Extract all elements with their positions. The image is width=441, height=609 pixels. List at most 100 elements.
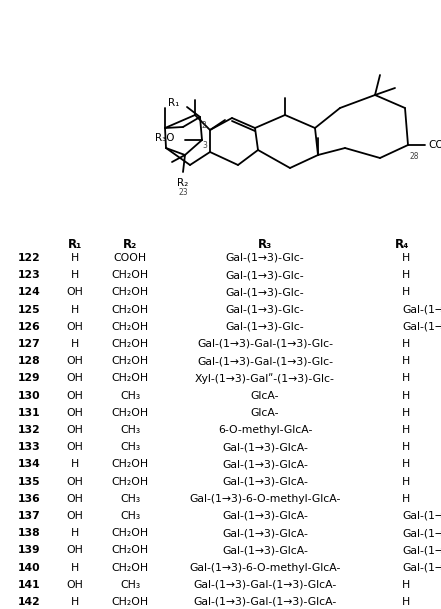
Text: H: H: [402, 408, 410, 418]
Text: 126: 126: [18, 322, 41, 332]
Text: 128: 128: [18, 356, 41, 366]
Text: H: H: [402, 287, 410, 297]
Text: H: H: [402, 459, 410, 470]
Text: 133: 133: [18, 442, 41, 452]
Text: Gal-(1→3)-GlcA-: Gal-(1→3)-GlcA-: [222, 477, 308, 487]
Text: Gal-(1→3)-GlcA-: Gal-(1→3)-GlcA-: [222, 459, 308, 470]
Text: OH: OH: [67, 408, 83, 418]
Text: OH: OH: [67, 287, 83, 297]
Text: OH: OH: [67, 494, 83, 504]
Text: Gal-(1→3)-Glc-: Gal-(1→3)-Glc-: [226, 304, 304, 315]
Text: OH: OH: [67, 322, 83, 332]
Text: 131: 131: [18, 408, 41, 418]
Text: CH₂OH: CH₂OH: [112, 304, 149, 315]
Text: H: H: [71, 270, 79, 280]
Text: CH₂OH: CH₂OH: [112, 597, 149, 607]
Text: H: H: [402, 390, 410, 401]
Text: CH₃: CH₃: [120, 511, 140, 521]
Text: CH₂OH: CH₂OH: [112, 563, 149, 572]
Text: 127: 127: [18, 339, 41, 349]
Text: CH₂OH: CH₂OH: [112, 528, 149, 538]
Text: COOR₄: COOR₄: [428, 140, 441, 150]
Text: Gal-(1→3)-Gal-(1→3)-GlcA-: Gal-(1→3)-Gal-(1→3)-GlcA-: [193, 597, 336, 607]
Text: GlcA-: GlcA-: [251, 390, 279, 401]
Text: H: H: [402, 356, 410, 366]
Text: Gal-(1→2)-Glc-: Gal-(1→2)-Glc-: [402, 546, 441, 555]
Text: 139: 139: [18, 546, 41, 555]
Text: Gal-(1→3)-6-O-methyl-GlcA-: Gal-(1→3)-6-O-methyl-GlcA-: [189, 494, 341, 504]
Text: Gal-(1→3)-Glc-: Gal-(1→3)-Glc-: [226, 287, 304, 297]
Text: CH₂OH: CH₂OH: [112, 477, 149, 487]
Text: OH: OH: [67, 477, 83, 487]
Text: 122: 122: [18, 253, 41, 263]
Text: H: H: [402, 373, 410, 384]
Text: OH: OH: [67, 580, 83, 590]
Text: Gal-(1→3)-Gal-(1→3)-GlcA-: Gal-(1→3)-Gal-(1→3)-GlcA-: [193, 580, 336, 590]
Text: Gal-(1→3)-Glc-: Gal-(1→3)-Glc-: [226, 322, 304, 332]
Text: H: H: [71, 597, 79, 607]
Text: Gal-(1→3)-6-O-methyl-GlcA-: Gal-(1→3)-6-O-methyl-GlcA-: [189, 563, 341, 572]
Text: 132: 132: [18, 425, 41, 435]
Text: 138: 138: [18, 528, 41, 538]
Text: CH₂OH: CH₂OH: [112, 408, 149, 418]
Text: Gal-(1→3)-Glc-: Gal-(1→3)-Glc-: [226, 253, 304, 263]
Text: Gal-(1→3)-Gal-(1→3)-Glc-: Gal-(1→3)-Gal-(1→3)-Glc-: [197, 339, 333, 349]
Text: R₄: R₄: [395, 238, 409, 251]
Text: OH: OH: [67, 546, 83, 555]
Text: R₃O: R₃O: [156, 133, 175, 143]
Text: 141: 141: [18, 580, 41, 590]
Text: R₃: R₃: [258, 238, 272, 251]
Text: 2: 2: [202, 122, 207, 130]
Text: OH: OH: [67, 511, 83, 521]
Text: H: H: [71, 563, 79, 572]
Text: 137: 137: [18, 511, 41, 521]
Text: 142: 142: [18, 597, 41, 607]
Text: H: H: [71, 528, 79, 538]
Text: CH₃: CH₃: [120, 442, 140, 452]
Text: CH₂OH: CH₂OH: [112, 270, 149, 280]
Text: CH₃: CH₃: [120, 580, 140, 590]
Text: 130: 130: [18, 390, 41, 401]
Text: H: H: [402, 270, 410, 280]
Text: R₂: R₂: [177, 178, 189, 188]
Text: H: H: [402, 477, 410, 487]
Text: CH₂OH: CH₂OH: [112, 287, 149, 297]
Text: 135: 135: [18, 477, 41, 487]
Text: H: H: [402, 253, 410, 263]
Text: CH₃: CH₃: [120, 390, 140, 401]
Text: CH₃: CH₃: [120, 425, 140, 435]
Text: Gal-(1→2)-Glc-: Gal-(1→2)-Glc-: [402, 563, 441, 572]
Text: 129: 129: [18, 373, 41, 384]
Text: CH₃: CH₃: [120, 494, 140, 504]
Text: H: H: [71, 459, 79, 470]
Text: 125: 125: [18, 304, 41, 315]
Text: OH: OH: [67, 425, 83, 435]
Text: 3: 3: [202, 141, 207, 149]
Text: 6-O-methyl-GlcA-: 6-O-methyl-GlcA-: [218, 425, 312, 435]
Text: H: H: [402, 442, 410, 452]
Text: Gal-(1→2)-Glc-: Gal-(1→2)-Glc-: [402, 304, 441, 315]
Text: Gal-(1→3)-GlcA-: Gal-(1→3)-GlcA-: [222, 528, 308, 538]
Text: R₁: R₁: [168, 98, 179, 108]
Text: Gal-(1→3)-GlcA-: Gal-(1→3)-GlcA-: [222, 442, 308, 452]
Text: Gal-(1→3)-GlcA-: Gal-(1→3)-GlcA-: [222, 511, 308, 521]
Text: Gal-(1→2)-Glc-: Gal-(1→2)-Glc-: [402, 528, 441, 538]
Text: OH: OH: [67, 390, 83, 401]
Text: CH₂OH: CH₂OH: [112, 356, 149, 366]
Text: 23: 23: [178, 188, 188, 197]
Text: 140: 140: [18, 563, 41, 572]
Text: H: H: [402, 339, 410, 349]
Text: H: H: [71, 253, 79, 263]
Text: OH: OH: [67, 373, 83, 384]
Text: OH: OH: [67, 356, 83, 366]
Text: 136: 136: [18, 494, 41, 504]
Text: 124: 124: [18, 287, 41, 297]
Text: Gal-(1→3)-Glc-: Gal-(1→3)-Glc-: [226, 270, 304, 280]
Text: R₁: R₁: [68, 238, 82, 251]
Text: 123: 123: [18, 270, 41, 280]
Text: H: H: [402, 494, 410, 504]
Text: 134: 134: [18, 459, 41, 470]
Text: CH₂OH: CH₂OH: [112, 373, 149, 384]
Text: CH₂OH: CH₂OH: [112, 459, 149, 470]
Text: Gal-(1→3)-Gal-(1→3)-Glc-: Gal-(1→3)-Gal-(1→3)-Glc-: [197, 356, 333, 366]
